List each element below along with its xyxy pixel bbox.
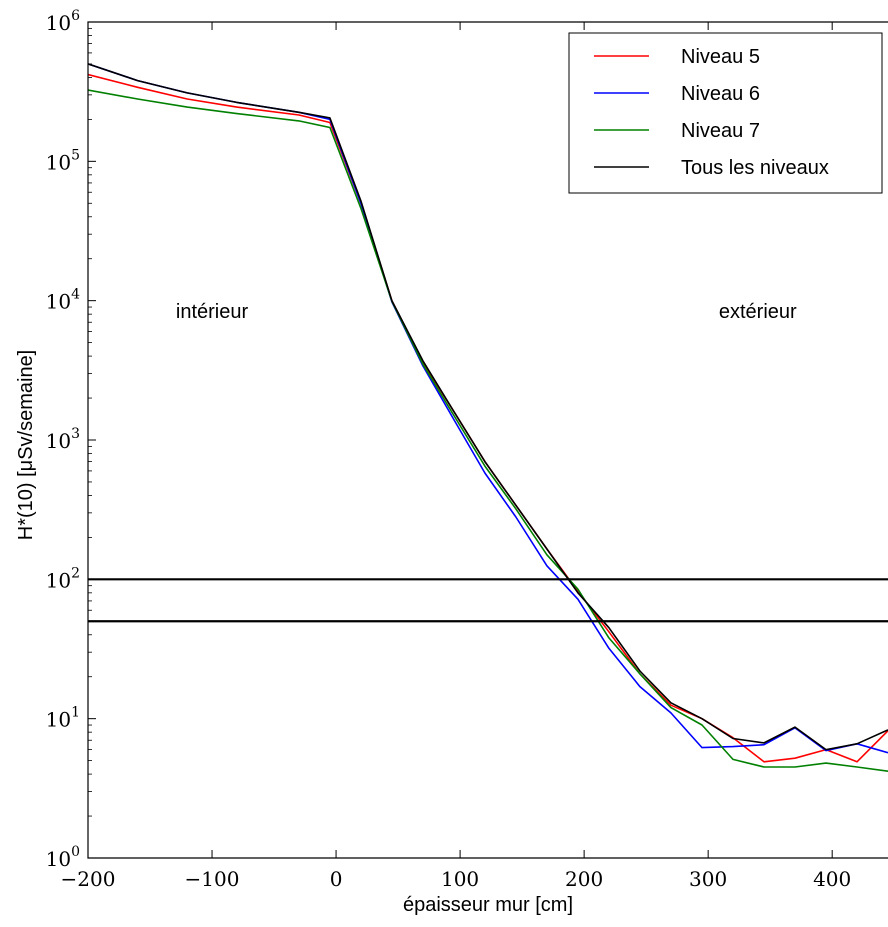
legend-label: Niveau 6: [681, 83, 760, 105]
x-tick-label: 300: [689, 867, 727, 891]
y-tick-label: 100: [46, 844, 80, 871]
x-tick-label: 200: [565, 867, 603, 891]
legend: Niveau 5 Niveau 6 Niveau 7 Tous les niveaux: [568, 32, 883, 194]
x-axis-title: épaisseur mur [cm]: [403, 894, 573, 916]
legend-label: Niveau 7: [681, 120, 760, 142]
annotation-1: intérieur: [176, 301, 249, 323]
x-tick-label: 400: [813, 867, 851, 891]
legend-label: Niveau 5: [681, 46, 760, 68]
annotations: intérieur extérieur: [176, 301, 797, 323]
series-line-4: [88, 63, 888, 751]
y-tick-label: 104: [46, 287, 80, 314]
ticks: −200 −100 0 100 200 300 400 100 101 102 103 104 105 1…: [46, 8, 852, 891]
x-tick-label: −200: [61, 867, 116, 891]
y-tick-label: 103: [46, 426, 80, 453]
series-layer: [88, 63, 888, 772]
reference-lines: [88, 578, 888, 623]
legend-label: Tous les niveaux: [681, 157, 829, 179]
y-tick-label: 106: [46, 8, 80, 35]
y-tick-label: 102: [46, 565, 80, 592]
y-axis-title: H*(10) [μSv/semaine]: [15, 350, 37, 540]
x-tick-label: 100: [441, 867, 479, 891]
series-line-3: [88, 89, 888, 772]
x-tick-label: 0: [330, 867, 343, 891]
annotation-2: extérieur: [719, 301, 797, 323]
y-tick-label: 105: [46, 147, 80, 174]
y-tick-label: 101: [46, 705, 80, 732]
x-tick-label: −100: [185, 867, 240, 891]
